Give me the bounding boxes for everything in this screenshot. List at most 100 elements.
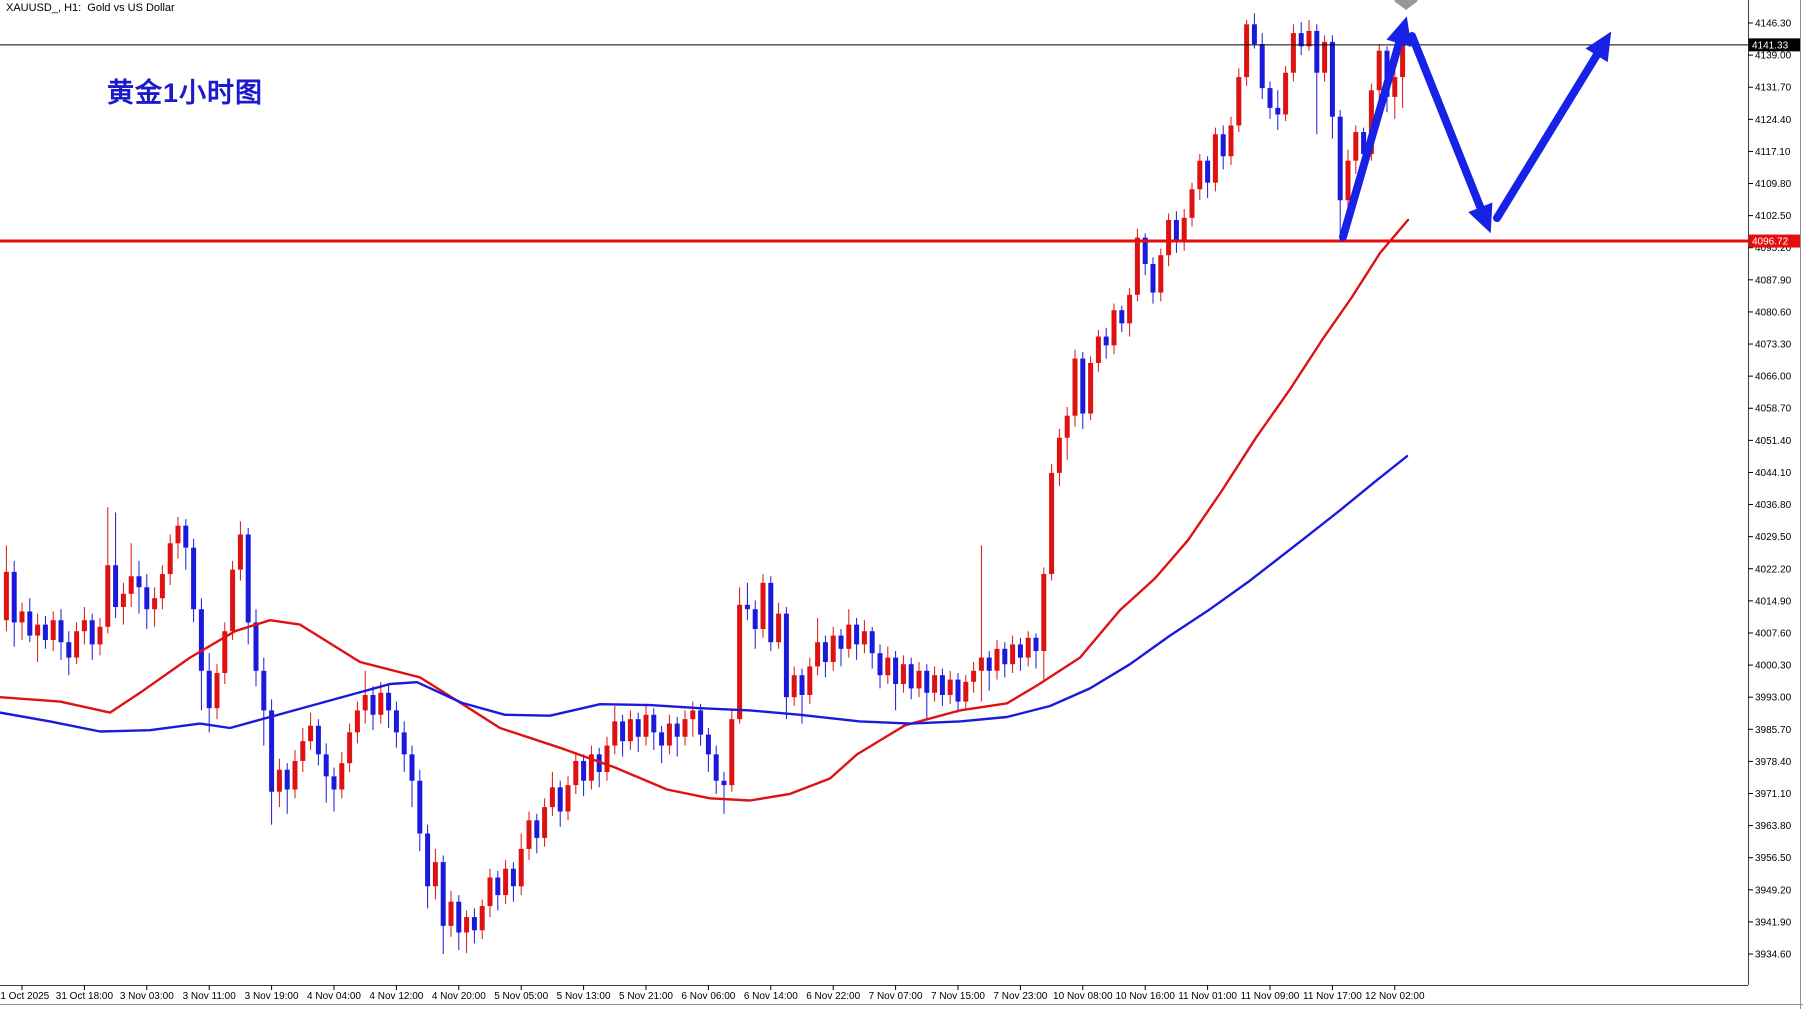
candle-bar <box>900 664 906 684</box>
candle-bar <box>627 719 633 742</box>
candle-bar <box>1267 88 1273 108</box>
candle-bar <box>3 571 9 621</box>
forecast-arrow-up-head-3[interactable] <box>1585 31 1612 63</box>
candle-bar <box>409 754 415 781</box>
candle-bar <box>354 710 360 733</box>
candle-bar <box>253 622 259 671</box>
time-axis-label: 11 Nov 01:00 <box>1178 991 1237 1002</box>
candle-bar <box>573 760 579 786</box>
candle-bar <box>167 543 173 575</box>
candle-bar <box>300 741 306 761</box>
time-axis-label: 4 Nov 04:00 <box>307 991 361 1002</box>
object-anchor-diamond[interactable] <box>1394 0 1418 10</box>
candle-bar <box>1345 160 1351 201</box>
candle-bar <box>549 787 555 808</box>
candle-bar <box>854 624 860 645</box>
candle-bar <box>503 868 509 896</box>
time-axis-label: 4 Nov 12:00 <box>369 991 423 1002</box>
candle-bar <box>214 672 220 709</box>
candle-bar <box>557 787 563 812</box>
price-axis-label: 4080.60 <box>1755 307 1792 318</box>
candle-bar <box>198 609 204 671</box>
candle-bar <box>1283 72 1289 115</box>
slow-ma-blue-line <box>0 455 1409 733</box>
candle-bar <box>58 620 64 643</box>
candle-bar <box>1088 362 1094 414</box>
candle-bar <box>487 877 493 907</box>
candle-bar <box>308 725 314 742</box>
forecast-arrow-down-shaft-2[interactable] <box>1408 32 1485 212</box>
candle-bar <box>113 565 119 608</box>
price-axis-label: 4058.70 <box>1755 404 1792 415</box>
candle-bar <box>596 754 602 772</box>
candle-bar <box>869 631 875 654</box>
candle-bar <box>222 631 228 673</box>
candle-bar <box>682 719 688 737</box>
candle-bar <box>1236 77 1242 126</box>
candle-bar <box>955 679 961 702</box>
candle-bar <box>1337 116 1343 201</box>
candle-bar <box>292 760 298 790</box>
forecast-arrow-down-head-2[interactable] <box>1468 202 1493 234</box>
forecast-arrow-up-shaft-3[interactable] <box>1493 51 1601 222</box>
candle-bar <box>284 769 290 790</box>
candle-bar <box>1064 415 1070 438</box>
time-axis-label: 31 Oct 18:00 <box>56 991 114 1002</box>
time-axis-label: 10 Nov 08:00 <box>1053 991 1113 1002</box>
candle-bar <box>963 681 969 702</box>
candle-bar <box>1275 107 1281 115</box>
forecast-arrow-up-shaft-1[interactable] <box>1339 39 1404 241</box>
candle-bar <box>378 692 384 715</box>
candle-bar <box>776 613 782 643</box>
time-axis-label: 4 Nov 20:00 <box>432 991 486 1002</box>
price-axis-label: 3949.20 <box>1755 885 1792 896</box>
time-axis-label: 10 Nov 16:00 <box>1115 991 1175 1002</box>
candle-bar <box>105 565 111 627</box>
time-axis-label: 5 Nov 05:00 <box>494 991 548 1002</box>
candle-bar <box>1181 217 1187 243</box>
candle-bar <box>448 901 454 926</box>
candle-bar <box>1212 134 1218 183</box>
candle-bar <box>1010 644 1016 665</box>
candle-bar <box>932 675 938 693</box>
candle-bar <box>877 653 883 676</box>
candle-bar <box>1259 44 1265 89</box>
candle-bar <box>1314 30 1320 73</box>
candle-bar <box>947 679 953 695</box>
time-axis-label: 6 Nov 22:00 <box>806 991 860 1002</box>
candle-bar <box>1049 472 1055 575</box>
candle-bar <box>1197 160 1203 190</box>
candle-bar <box>1392 77 1398 97</box>
candle-bar <box>42 624 48 641</box>
candle-bar <box>916 670 922 689</box>
candle-bar <box>1150 263 1156 293</box>
candle-bar <box>729 719 735 786</box>
candle-bar <box>666 723 672 746</box>
candle-bar <box>1376 50 1382 91</box>
candle-bar <box>768 582 774 643</box>
candle-wick <box>723 771 725 814</box>
price-axis-label: 4109.80 <box>1755 179 1792 190</box>
candle-bar <box>651 714 657 733</box>
time-axis-label: 12 Nov 02:00 <box>1365 991 1425 1002</box>
candle-bar <box>97 626 103 645</box>
candle-bar <box>464 917 470 933</box>
price-axis-label: 4029.50 <box>1755 532 1792 543</box>
candle-bar <box>986 657 992 671</box>
candle-bar <box>1368 90 1374 155</box>
candle-bar <box>612 721 618 746</box>
price-axis-label: 4102.50 <box>1755 211 1792 222</box>
forecast-arrow-up-head-1[interactable] <box>1386 16 1412 47</box>
price-axis-label: 4073.30 <box>1755 340 1792 351</box>
candle-bar <box>510 868 516 887</box>
current-price-badge-text: 4141.33 <box>1752 40 1789 51</box>
candle-bar <box>744 604 750 610</box>
candle-bar <box>822 642 828 663</box>
candle-bar <box>74 631 80 658</box>
candle-bar <box>479 906 485 931</box>
candle-bar <box>1290 33 1296 73</box>
price-axis-label: 4131.70 <box>1755 83 1792 94</box>
candle-bar <box>760 582 766 630</box>
candle-bar <box>495 877 501 896</box>
